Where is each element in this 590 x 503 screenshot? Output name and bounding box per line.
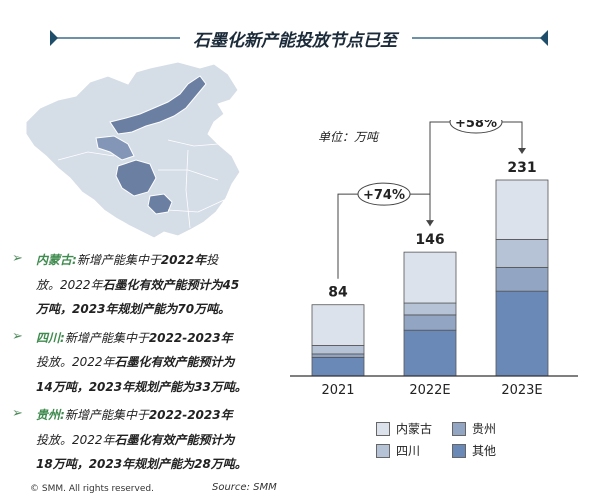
growth-label: +58% <box>455 120 497 131</box>
bullet-arrow-icon: ➢ <box>12 406 23 421</box>
bullet-text: 投放。2022年 <box>36 432 115 447</box>
bullet-sichuan: ➢ 四川:新增产能集中于2022-2023年 投放。2022年石墨化有效产能预计… <box>10 326 295 400</box>
chart-legend: 内蒙古 贵州 四川 其他 <box>376 420 536 460</box>
legend-swatch <box>376 443 390 458</box>
region-label: 贵州: <box>36 408 65 422</box>
legend-label: 四川 <box>396 444 421 458</box>
bullet-text: 投放。2022年 <box>36 355 115 369</box>
bullet-emphasis: 石墨化有效产能预计为 <box>114 432 235 447</box>
neimenggu-region <box>109 75 207 135</box>
growth-label: +74% <box>363 188 405 203</box>
gansu-region <box>95 135 135 161</box>
bullet-line-2: 投放。2022年石墨化有效产能预计为 <box>36 428 295 453</box>
bullet-emphasis: 石墨化有效产能预计为 <box>114 355 235 369</box>
bar-segment-贵州-2023E <box>495 266 549 292</box>
bar-segment-四川-2021 <box>311 345 365 355</box>
bullet-guizhou: ➢ 贵州:新增产能集中于2022-2023年 投放。2022年石墨化有效产能预计… <box>10 403 295 477</box>
china-map <box>25 61 241 239</box>
legend-label: 贵州 <box>472 422 497 436</box>
bar-total-label: 84 <box>328 285 348 301</box>
source-text: Source: SMM <box>212 482 277 493</box>
x-tick-label: 2022E <box>409 383 450 398</box>
legend-item-other: 其他 <box>452 442 496 459</box>
title-arrow-left-icon <box>50 30 58 46</box>
bullet-line-1: 贵州:新增产能集中于2022-2023年 <box>36 403 295 428</box>
bar-total-label: 146 <box>415 232 444 248</box>
bullet-emphasis: 2022-2023年 <box>148 330 233 345</box>
title-banner <box>50 26 548 50</box>
bullet-text: 新增产能集中于 <box>64 330 149 345</box>
bar-segment-内蒙古-2021 <box>311 304 365 346</box>
bullet-text: 放。2022年 <box>36 277 103 292</box>
bullet-emphasis: 2022年 <box>160 253 207 267</box>
title-arrow-right-icon <box>540 30 548 46</box>
bar-segment-四川-2022E <box>403 302 457 316</box>
bullet-line-3: 14万吨，2023年规划产能为33万吨。 <box>36 379 247 394</box>
bullet-neimenggu: ➢ 内蒙古:新增产能集中于2022年投 放。2022年石墨化有效产能预计为45 … <box>10 248 295 322</box>
bar-segment-其他-2022E <box>403 329 457 377</box>
legend-label: 其他 <box>472 444 497 458</box>
bar-segment-贵州-2022E <box>403 314 457 331</box>
legend-item-guizhou: 贵州 <box>452 420 496 437</box>
bar-segment-其他-2021 <box>311 356 365 377</box>
bar-total-label: 231 <box>507 160 536 176</box>
growth-badge <box>357 182 411 206</box>
bullet-line-1: 内蒙古:新增产能集中于2022年投 <box>36 248 295 273</box>
province-borders <box>57 139 225 229</box>
china-map-outline <box>25 61 241 239</box>
bullet-line-1: 四川:新增产能集中于2022-2023年 <box>36 326 295 351</box>
bullet-emphasis: 石墨化有效产能预计为45 <box>102 277 240 292</box>
stacked-bar-chart: 84 2021 146 2022E 231 2023E +74% +58% <box>290 120 578 398</box>
bullet-line-2: 放。2022年石墨化有效产能预计为45 <box>36 273 295 298</box>
bullet-line-3: 18万吨，2023年规划产能为28万吨。 <box>36 457 247 471</box>
bullet-arrow-icon: ➢ <box>12 328 23 344</box>
bullet-text: 新增产能集中于 <box>64 408 149 422</box>
bullet-text: 投 <box>206 253 219 267</box>
legend-label: 内蒙古 <box>396 422 433 436</box>
x-tick-label: 2021 <box>321 383 354 398</box>
title-backdrop <box>180 26 412 50</box>
bullet-line-3: 万吨，2023年规划产能为70万吨。 <box>36 302 231 316</box>
unit-label: 单位：万吨 <box>318 130 379 144</box>
bar-segment-内蒙古-2023E <box>495 179 549 240</box>
page-title: 石墨化新产能投放节点已至 <box>193 31 397 51</box>
bar-segment-贵州-2021 <box>311 353 365 358</box>
region-label: 四川: <box>36 330 65 345</box>
guizhou-region <box>147 193 173 215</box>
legend-item-neimenggu: 内蒙古 <box>376 420 432 437</box>
bar-segment-内蒙古-2022E <box>403 251 457 304</box>
legend-swatch <box>452 443 466 458</box>
sichuan-region <box>115 159 157 197</box>
growth-badge <box>449 120 503 134</box>
bullet-text: 新增产能集中于 <box>76 253 161 267</box>
bullet-line-2: 投放。2022年石墨化有效产能预计为 <box>36 350 295 375</box>
growth-arrow-icon <box>518 148 526 154</box>
legend-item-sichuan: 四川 <box>376 442 420 459</box>
region-label: 内蒙古: <box>36 253 77 267</box>
x-tick-label: 2023E <box>501 383 542 398</box>
bar-segment-四川-2023E <box>495 238 549 268</box>
legend-swatch <box>376 421 390 436</box>
bullet-emphasis: 2022-2023年 <box>148 408 233 422</box>
bullet-list: ➢ 内蒙古:新增产能集中于2022年投 放。2022年石墨化有效产能预计为45 … <box>10 248 295 481</box>
bar-segment-其他-2023E <box>495 290 549 377</box>
legend-swatch <box>452 421 466 436</box>
bullet-arrow-icon: ➢ <box>12 251 23 266</box>
copyright-text: © SMM. All rights reserved. <box>30 484 154 494</box>
